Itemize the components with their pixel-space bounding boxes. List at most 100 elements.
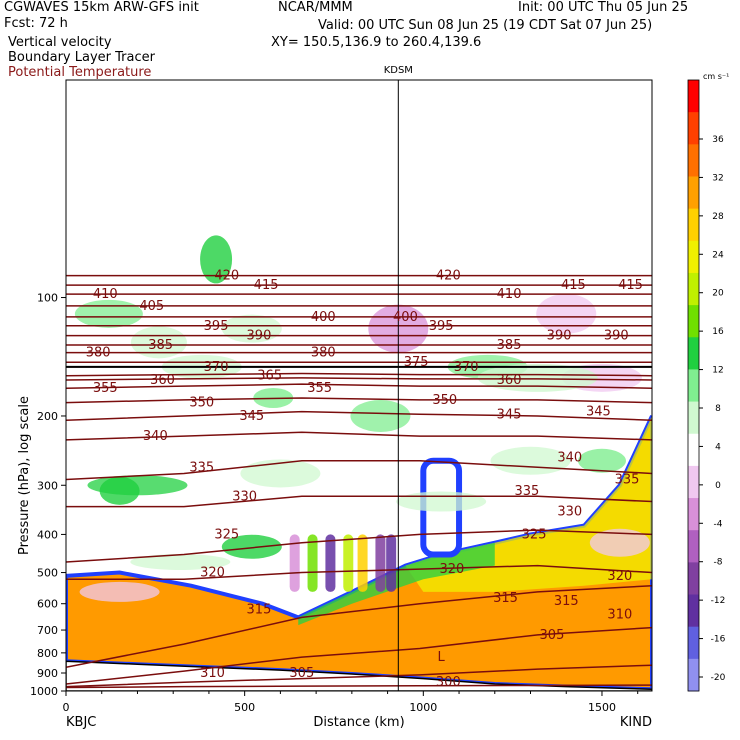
gravity-wave-stripe xyxy=(375,534,386,592)
y-tick-label: 900 xyxy=(37,667,58,680)
field-vertical-velocity: Vertical velocity xyxy=(8,35,112,50)
theta-label: 380 xyxy=(86,346,111,361)
x-endpoint-left: KBJC xyxy=(66,715,96,730)
theta-contour-345 xyxy=(66,410,652,421)
theta-label: 360 xyxy=(497,373,522,388)
colorbar: 36 32 28 24 20 16 12 8 4 0 -4 -8 -12 -16 -20 cm s⁻¹ xyxy=(687,72,729,692)
theta-label: 385 xyxy=(148,338,173,353)
colorbar-swatch xyxy=(688,240,699,274)
theta-label: 410 xyxy=(93,287,118,302)
velocity-updraft-cell xyxy=(99,476,140,505)
colorbar-tick-label: 20 xyxy=(712,289,724,299)
valid-time: Valid: 00 UTC Sun 08 Jun 25 (19 CDT Sat … xyxy=(318,18,653,33)
velocity-downdraft-cell xyxy=(79,581,160,602)
theta-label: 315 xyxy=(554,594,579,609)
x-endpoint-right: KIND xyxy=(620,715,652,730)
colorbar-swatch xyxy=(688,465,699,499)
colorbar-swatch xyxy=(688,369,699,403)
colorbar-swatch xyxy=(688,498,699,531)
colorbar-tick-label: 28 xyxy=(712,212,724,222)
init-time: Init: 00 UTC Thu 05 Jun 25 xyxy=(518,0,689,15)
gravity-wave-stripe xyxy=(357,534,368,592)
velocity-downdraft-cell xyxy=(536,293,597,334)
theta-contour-320 xyxy=(66,564,652,581)
colorbar-unit: cm s⁻¹ xyxy=(703,72,729,81)
theta-label: 395 xyxy=(429,319,454,334)
theta-label: 305 xyxy=(289,666,314,681)
field-boundary-layer-tracer: Boundary Layer Tracer xyxy=(8,50,155,65)
theta-contour-340 xyxy=(66,431,652,441)
colorbar-tick-label: -16 xyxy=(711,635,726,645)
colorbar-swatch xyxy=(688,594,699,628)
theta-label: 340 xyxy=(557,450,582,465)
colorbar-tick-label: 8 xyxy=(715,404,721,414)
velocity-downdraft-cell xyxy=(256,277,377,318)
colorbar-swatch xyxy=(688,433,699,467)
model-title: CGWAVES 15km ARW-GFS init xyxy=(4,0,199,15)
colorbar-swatch xyxy=(688,658,699,692)
x-tick-label: 1500 xyxy=(588,701,616,714)
theta-label: 360 xyxy=(150,373,175,388)
theta-contour-labels: 410 405 420 415 400 400 420 410 415 415 380 385 395 3… xyxy=(86,269,643,691)
theta-label: 370 xyxy=(204,360,229,375)
theta-label: 385 xyxy=(497,338,522,353)
theta-label: 415 xyxy=(254,278,279,293)
colorbar-swatch xyxy=(688,562,699,596)
theta-label: 405 xyxy=(139,299,164,314)
theta-label: 350 xyxy=(189,396,214,411)
y-axis-label: Pressure (hPa), log scale xyxy=(17,396,32,555)
theta-label: 400 xyxy=(393,310,418,325)
x-axis-label: Distance (km) xyxy=(313,715,404,730)
theta-label: 330 xyxy=(232,489,257,504)
colorbar-swatch xyxy=(688,305,699,338)
theta-label: 365 xyxy=(257,369,282,384)
velocity-downdraft-cell xyxy=(396,491,487,512)
y-tick-label: 400 xyxy=(37,528,58,541)
theta-label: 355 xyxy=(93,381,118,396)
station-label-kdsm: KDSM xyxy=(384,65,413,76)
forecast-hour: Fcst: 72 h xyxy=(4,16,68,31)
theta-contour-335 xyxy=(66,460,652,481)
velocity-updraft-cell xyxy=(477,363,598,392)
y-tick-label: 1000 xyxy=(30,685,58,698)
theta-label: 420 xyxy=(436,269,461,284)
theta-label: 315 xyxy=(247,602,272,617)
colorbar-tick-label: 4 xyxy=(715,442,721,452)
colorbar-tick-label: -4 xyxy=(714,519,723,529)
theta-label: 320 xyxy=(607,569,632,584)
theta-label: 375 xyxy=(404,355,429,370)
theta-label: 400 xyxy=(311,310,336,325)
colorbar-tick-label: 24 xyxy=(712,250,724,260)
theta-label: 390 xyxy=(247,329,272,344)
x-tick-label: 0 xyxy=(63,701,70,714)
colorbar-swatch xyxy=(688,626,699,660)
theta-label: 350 xyxy=(432,393,457,408)
y-tick-label: 100 xyxy=(37,292,58,305)
colorbar-swatch xyxy=(688,144,699,177)
theta-label: 335 xyxy=(615,472,640,487)
theta-label: 320 xyxy=(200,566,225,581)
colorbar-frame xyxy=(687,79,700,692)
gravity-wave-stripe xyxy=(325,534,336,592)
x-tick-label: 1000 xyxy=(409,701,437,714)
theta-label: 335 xyxy=(189,460,214,475)
theta-label: 335 xyxy=(515,484,540,499)
y-tick-label: 800 xyxy=(37,647,58,660)
colorbar-swatch xyxy=(688,80,699,113)
theta-contours xyxy=(66,80,652,691)
plot-frame xyxy=(65,79,653,692)
gravity-wave-stripe xyxy=(289,534,300,592)
theta-label: 415 xyxy=(561,278,586,293)
y-tick-label: 600 xyxy=(37,598,58,611)
theta-label: 420 xyxy=(214,269,239,284)
theta-label: 310 xyxy=(607,608,632,623)
velocity-downdraft-cell xyxy=(589,528,650,557)
theta-contour-310 xyxy=(66,626,652,685)
colorbar-swatch xyxy=(688,208,699,242)
colorbar-tick-label: 32 xyxy=(712,173,723,183)
theta-label: 325 xyxy=(522,527,547,542)
theta-label: 320 xyxy=(439,562,464,577)
tracer-high-region xyxy=(405,415,652,592)
theta-label: 370 xyxy=(454,360,479,375)
